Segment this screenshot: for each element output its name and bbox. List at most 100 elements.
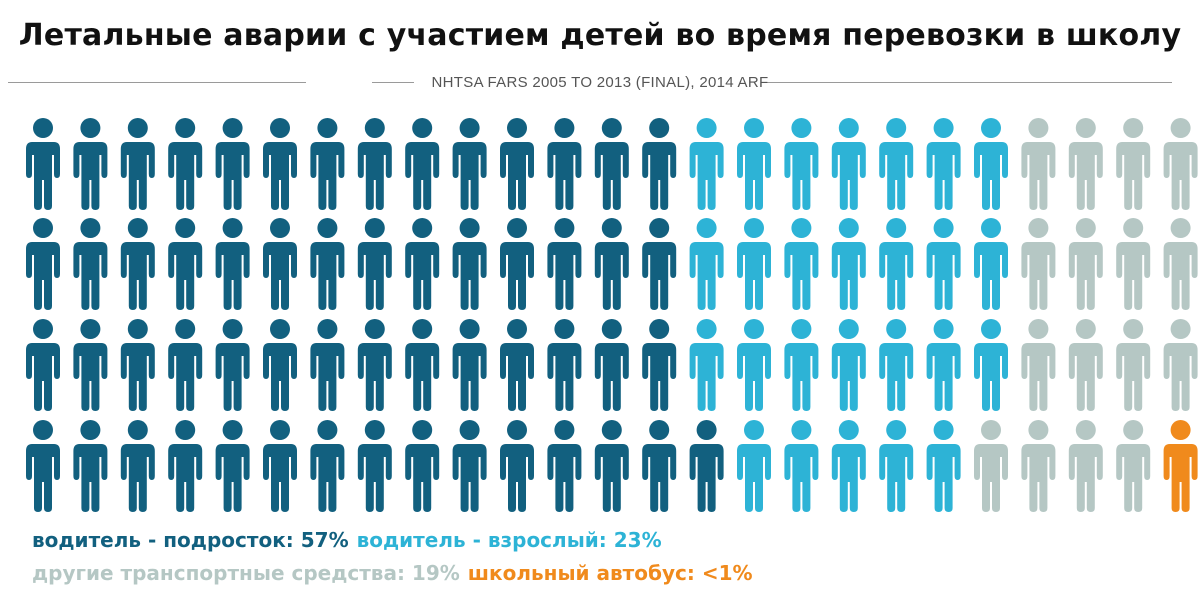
person-icon-r1-c19 bbox=[879, 118, 914, 210]
person-icon-r4-c12 bbox=[547, 420, 582, 512]
person-icon-r1-c10 bbox=[452, 118, 487, 210]
person-icon-r3-c16 bbox=[737, 319, 771, 411]
person-icon-r4-c17 bbox=[784, 420, 819, 512]
person-icon-r2-c14 bbox=[642, 218, 677, 310]
person-icon-r2-c20 bbox=[926, 218, 961, 310]
person-icon-r1-c1 bbox=[26, 118, 60, 210]
person-icon-r1-c9 bbox=[405, 118, 440, 210]
person-icon-r1-c11 bbox=[500, 118, 534, 210]
person-icon-r2-c15 bbox=[689, 218, 724, 310]
person-icon-r4-c21 bbox=[974, 420, 1008, 512]
person-icon-r4-c3 bbox=[120, 420, 155, 512]
person-icon-r2-c25 bbox=[1163, 218, 1198, 310]
person-icon-r4-c14 bbox=[642, 420, 677, 512]
person-icon-r4-c10 bbox=[452, 420, 487, 512]
person-icon-r2-c21 bbox=[974, 218, 1008, 310]
person-icon-r1-c2 bbox=[73, 118, 108, 210]
person-icon-r1-c5 bbox=[215, 118, 250, 210]
person-icon-r2-c7 bbox=[310, 218, 345, 310]
person-icon-r2-c5 bbox=[215, 218, 250, 310]
person-icon-r2-c12 bbox=[547, 218, 582, 310]
pictogram-grid bbox=[26, 118, 1198, 512]
person-icon-r3-c8 bbox=[357, 319, 392, 411]
person-icon-r2-c8 bbox=[357, 218, 392, 310]
person-icon-r2-c13 bbox=[594, 218, 629, 310]
person-icon-r3-c25 bbox=[1163, 319, 1198, 411]
person-icon-r4-c2 bbox=[73, 420, 108, 512]
person-icon-r1-c17 bbox=[784, 118, 819, 210]
person-icon-r1-c22 bbox=[1021, 118, 1056, 210]
person-icon-r3-c13 bbox=[594, 319, 629, 411]
person-icon-r3-c3 bbox=[120, 319, 155, 411]
person-icon-r3-c22 bbox=[1021, 319, 1056, 411]
legend-row-2: другие транспортные средства: 19% школьны… bbox=[32, 561, 761, 585]
person-icon-r3-c24 bbox=[1116, 319, 1151, 411]
person-icon-r1-c13 bbox=[594, 118, 629, 210]
person-icon-r4-c5 bbox=[215, 420, 250, 512]
subtitle-rule-right bbox=[764, 82, 1172, 83]
person-icon-r4-c4 bbox=[168, 420, 203, 512]
chart-title: Летальные аварии с участием детей во вре… bbox=[18, 18, 1182, 53]
person-icon-r2-c23 bbox=[1068, 218, 1103, 310]
person-icon-r4-c6 bbox=[263, 420, 297, 512]
person-icon-r2-c9 bbox=[405, 218, 440, 310]
person-icon-r3-c4 bbox=[168, 319, 203, 411]
person-icon-r4-c20 bbox=[926, 420, 961, 512]
person-icon-r1-c3 bbox=[120, 118, 155, 210]
person-icon-r3-c6 bbox=[263, 319, 297, 411]
subtitle-rule-mid bbox=[372, 82, 414, 83]
person-icon-r3-c15 bbox=[689, 319, 724, 411]
person-icon-r2-c19 bbox=[879, 218, 914, 310]
subtitle-row: NHTSA FARS 2005 TO 2013 (FINAL), 2014 AR… bbox=[0, 72, 1200, 94]
person-icon-r2-c2 bbox=[73, 218, 108, 310]
person-icon-r4-c18 bbox=[831, 420, 866, 512]
legend-teen-driver: водитель - подросток: 57% bbox=[32, 528, 349, 552]
person-icon-r4-c11 bbox=[500, 420, 534, 512]
person-icon-r4-c25 bbox=[1163, 420, 1198, 512]
person-icon-r2-c1 bbox=[26, 218, 60, 310]
person-icon-r4-c9 bbox=[405, 420, 440, 512]
person-icon-r3-c21 bbox=[974, 319, 1008, 411]
person-icon-r1-c6 bbox=[263, 118, 297, 210]
person-icon-r3-c18 bbox=[831, 319, 866, 411]
person-icon-r1-c25 bbox=[1163, 118, 1198, 210]
person-icon-r3-c20 bbox=[926, 319, 961, 411]
person-icon-r3-c10 bbox=[452, 319, 487, 411]
legend-school-bus: школьный автобус: <1% bbox=[467, 561, 753, 585]
person-icon-r2-c11 bbox=[500, 218, 534, 310]
person-icon-r2-c18 bbox=[831, 218, 866, 310]
person-icon-r3-c17 bbox=[784, 319, 819, 411]
person-icon-r2-c22 bbox=[1021, 218, 1056, 310]
person-icon-r1-c16 bbox=[737, 118, 771, 210]
person-icon-r4-c16 bbox=[737, 420, 771, 512]
person-icon-r1-c20 bbox=[926, 118, 961, 210]
legend-adult-driver: водитель - взрослый: 23% bbox=[356, 528, 662, 552]
person-icon-r2-c24 bbox=[1116, 218, 1151, 310]
subtitle-rule-left bbox=[8, 82, 306, 83]
person-icon-r1-c21 bbox=[974, 118, 1008, 210]
person-icon-r3-c11 bbox=[500, 319, 534, 411]
person-icon-r1-c12 bbox=[547, 118, 582, 210]
person-icon-r4-c15 bbox=[689, 420, 724, 512]
person-icon-r4-c23 bbox=[1068, 420, 1103, 512]
person-icon-r1-c18 bbox=[831, 118, 866, 210]
person-icon-r1-c8 bbox=[357, 118, 392, 210]
person-icon-r2-c3 bbox=[120, 218, 155, 310]
person-icon-r3-c7 bbox=[310, 319, 345, 411]
person-icon-r2-c10 bbox=[452, 218, 487, 310]
person-icon-r2-c6 bbox=[263, 218, 297, 310]
person-icon-r2-c16 bbox=[737, 218, 771, 310]
person-icon-r1-c7 bbox=[310, 118, 345, 210]
person-icon-r3-c14 bbox=[642, 319, 677, 411]
person-icon-r1-c24 bbox=[1116, 118, 1151, 210]
person-icon-r4-c13 bbox=[594, 420, 629, 512]
person-icon-r3-c23 bbox=[1068, 319, 1103, 411]
person-icon-r4-c8 bbox=[357, 420, 392, 512]
person-icon-r4-c19 bbox=[879, 420, 914, 512]
chart-subtitle: NHTSA FARS 2005 TO 2013 (FINAL), 2014 AR… bbox=[431, 74, 769, 91]
person-icon-r1-c15 bbox=[689, 118, 724, 210]
legend-other-vehicles: другие транспортные средства: 19% bbox=[32, 561, 460, 585]
person-icon-r4-c1 bbox=[26, 420, 60, 512]
person-icon-r3-c19 bbox=[879, 319, 914, 411]
person-icon-r4-c7 bbox=[310, 420, 345, 512]
